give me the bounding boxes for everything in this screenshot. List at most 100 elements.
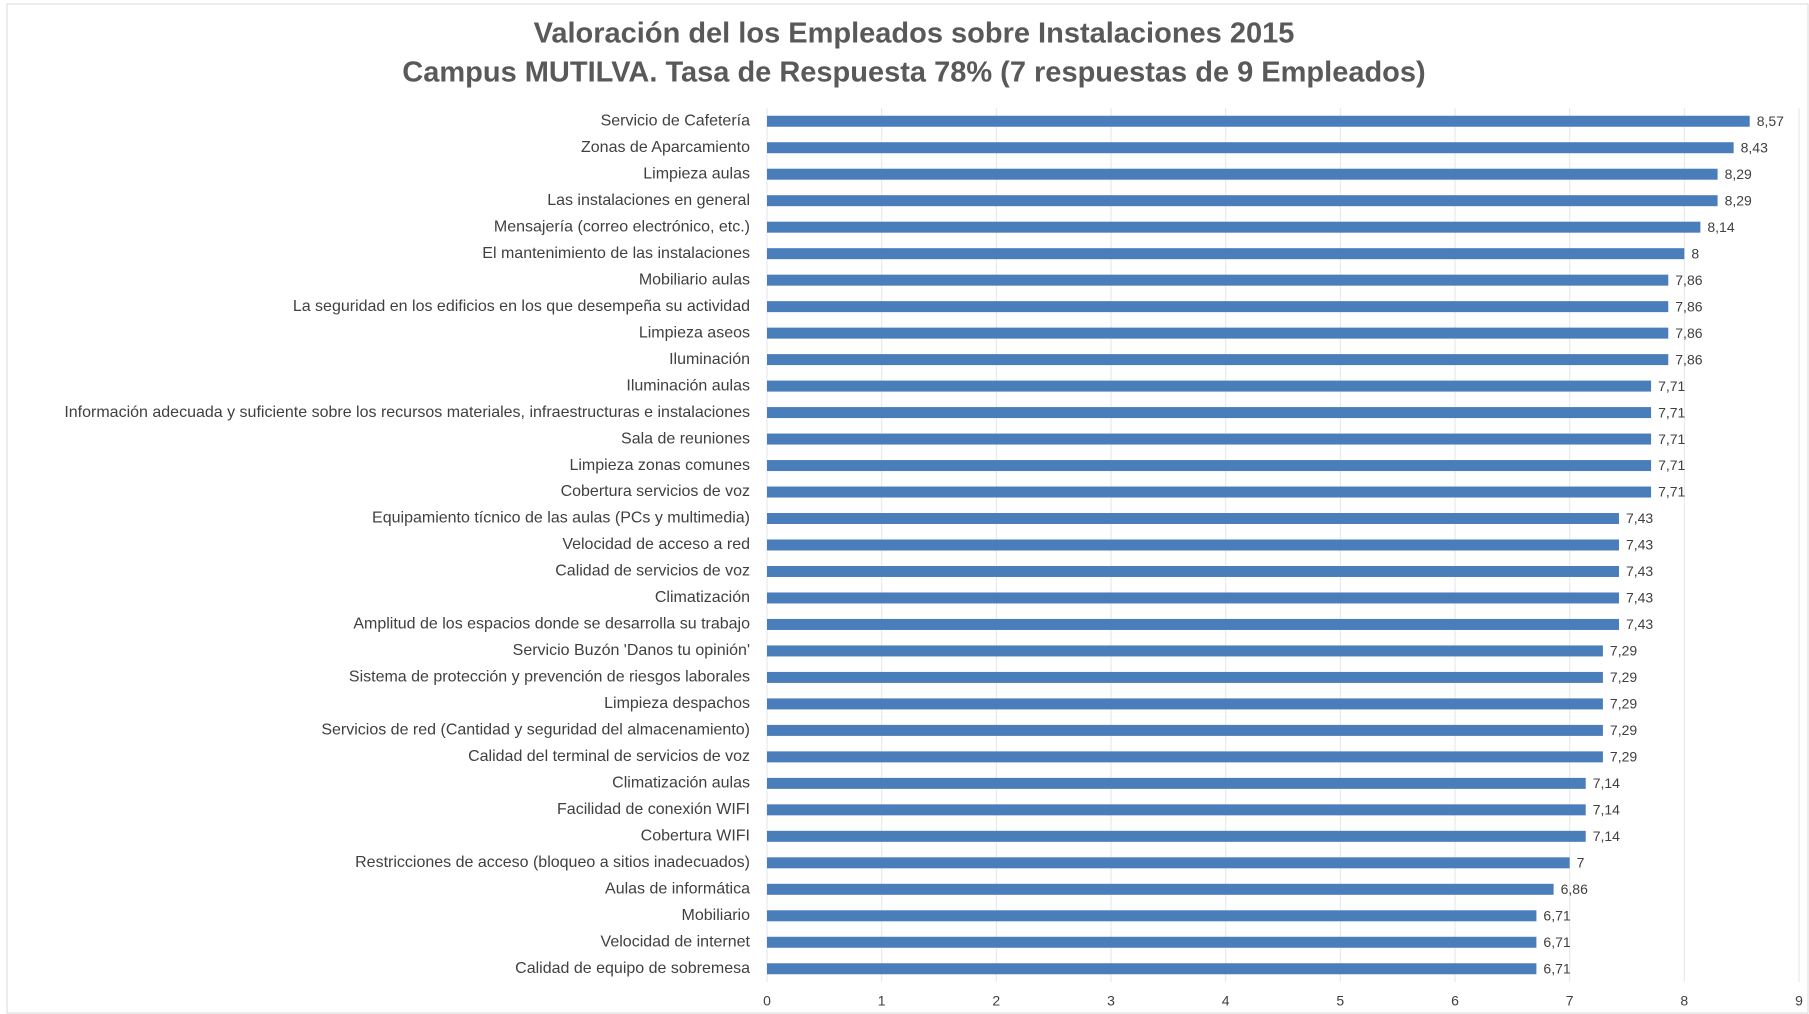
y-tick-label: Calidad de servicios de voz [555,563,750,580]
x-tick-label: 3 [1107,993,1115,1009]
x-tick-label: 1 [878,993,886,1009]
bar [767,565,1619,577]
data-label: 8 [1691,245,1699,261]
bar [767,195,1718,207]
data-label: 7,86 [1675,298,1702,314]
data-label: 7,71 [1658,457,1685,473]
bar [767,830,1586,842]
y-tick-label: Zonas de Aparcamiento [581,139,750,156]
data-label: 7,14 [1593,775,1620,791]
y-tick-label: Amplitud de los espacios donde se desarr… [353,616,750,633]
data-label: 7,43 [1626,590,1653,606]
y-tick-label: Información adecuada y suficiente sobre … [64,404,750,421]
bar [767,301,1669,313]
data-label: 7,29 [1610,696,1637,712]
bar [767,248,1685,260]
chart-title: Valoración del los Empleados sobre Insta… [534,18,1295,50]
data-label: 7,29 [1610,749,1637,765]
data-label: 7,71 [1658,431,1685,447]
y-tick-label: Servicio Buzón 'Danos tu opinión' [513,642,750,659]
data-label: 7,43 [1626,563,1653,579]
y-tick-label: Sala de reuniones [621,430,750,447]
bar [767,433,1652,445]
y-tick-label: Limpieza zonas comunes [569,457,750,474]
x-tick-label: 8 [1680,993,1688,1009]
y-tick-label: Servicios de red (Cantidad y seguridad d… [321,722,750,739]
data-label: 7,43 [1626,510,1653,526]
bar [767,857,1570,869]
bar [767,936,1537,948]
bar [767,460,1652,472]
data-label: 7,71 [1658,378,1685,394]
bar [767,142,1734,154]
bar [767,618,1619,630]
y-tick-label: Iluminación [669,351,750,368]
chart-subtitle: Campus MUTILVA. Tasa de Respuesta 78% (7… [402,57,1425,89]
bar [767,645,1603,657]
data-label: 7,43 [1626,616,1653,632]
x-tick-label: 2 [992,993,1000,1009]
x-tick-label: 6 [1451,993,1459,1009]
y-tick-label: El mantenimiento de las instalaciones [482,245,750,262]
data-label: 7,86 [1675,272,1702,288]
bar [767,380,1652,392]
data-label: 7,86 [1675,351,1702,367]
data-label: 7,29 [1610,722,1637,738]
bar [767,963,1537,975]
y-tick-label: Facilidad de conexión WIFI [557,801,750,818]
bar [767,168,1718,180]
data-label: 8,43 [1741,139,1768,155]
data-label: 7,14 [1593,802,1620,818]
y-tick-label: Climatización [655,589,750,606]
x-tick-label: 7 [1566,993,1574,1009]
y-tick-label: Cobertura servicios de voz [561,483,750,500]
y-tick-label: Mobiliario aulas [639,271,750,288]
data-label: 7,71 [1658,404,1685,420]
bar [767,777,1586,789]
y-tick-label: Equipamiento tícnico de las aulas (PCs y… [372,510,750,527]
y-tick-label: Cobertura WIFI [641,828,750,845]
y-tick-label: Climatización aulas [612,775,750,792]
x-tick-label: 9 [1795,993,1803,1009]
y-tick-label: Velocidad de acceso a red [562,536,750,553]
y-tick-label: La seguridad en los edificios en los que… [293,298,750,315]
y-tick-label: Calidad de equipo de sobremesa [515,960,750,977]
y-tick-label: Limpieza aseos [639,324,750,341]
bar [767,274,1669,286]
y-tick-label: Mobiliario [682,907,751,924]
bar [767,883,1554,895]
data-label: 6,71 [1543,934,1570,950]
data-label: 6,71 [1543,960,1570,976]
bar [767,407,1652,419]
data-label: 8,14 [1707,219,1734,235]
bar [767,354,1669,366]
data-label: 8,29 [1725,166,1752,182]
bar [767,486,1652,498]
bar [767,513,1619,525]
bar [767,115,1750,127]
y-tick-label: Limpieza despachos [604,695,750,712]
y-tick-label: Limpieza aulas [643,165,750,182]
x-tick-label: 5 [1336,993,1344,1009]
y-tick-label: Restricciones de acceso (bloqueo a sitio… [355,854,750,871]
data-label: 7,86 [1675,325,1702,341]
data-label: 7,29 [1610,643,1637,659]
bar [767,804,1586,816]
bar [767,724,1603,736]
x-tick-label: 4 [1222,993,1230,1009]
data-label: 6,71 [1543,907,1570,923]
data-label: 7,14 [1593,828,1620,844]
bar [767,698,1603,710]
data-label: 7,43 [1626,537,1653,553]
y-tick-label: Iluminación aulas [626,377,750,394]
y-tick-label: Sistema de protección y prevención de ri… [349,669,750,686]
chart-frame [6,3,1809,1014]
data-label: 8,29 [1725,192,1752,208]
data-label: 8,57 [1757,113,1784,129]
bar [767,751,1603,763]
y-tick-label: Servicio de Cafetería [601,112,751,129]
data-label: 7 [1577,855,1585,871]
data-label: 6,86 [1561,881,1588,897]
x-tick-label: 0 [763,993,771,1009]
